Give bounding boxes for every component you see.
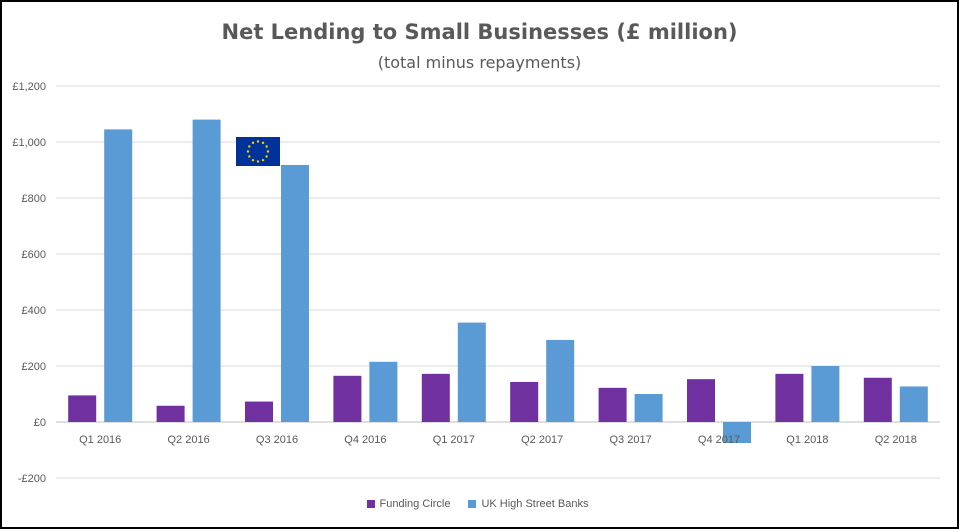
x-tick-label: Q2 2018	[875, 434, 917, 446]
flag-star	[248, 145, 251, 148]
chart-subtitle: (total minus repayments)	[377, 53, 582, 72]
bar-funding-circle	[156, 405, 185, 422]
gridlines	[56, 85, 940, 479]
y-axis-ticks: -£200 £0 £200 £400 £600 £800 £1,000 £1,200	[12, 81, 46, 485]
bar-uk-high-street-banks	[546, 339, 575, 422]
x-tick-label: Q1 2016	[79, 434, 121, 446]
chart-title: Net Lending to Small Businesses (£ milli…	[221, 20, 738, 44]
bar-funding-circle	[687, 379, 715, 422]
x-axis-ticks: Q1 2016 Q2 2016 Q3 2016 Q4 2016 Q1 2017 Q2 20…	[79, 434, 917, 446]
x-tick-label: Q1 2018	[786, 434, 828, 446]
bar-funding-circle	[863, 377, 892, 422]
x-tick-label: Q4 2016	[344, 434, 386, 446]
flag-star	[261, 141, 265, 145]
x-tick-label: Q2 2016	[167, 434, 209, 446]
x-tick-label: Q4 2017	[698, 434, 740, 446]
bar-funding-circle	[245, 401, 273, 422]
flag-star	[248, 155, 251, 158]
flag-star	[246, 150, 250, 153]
legend-item-funding-circle: Funding Circle	[366, 498, 451, 510]
bar-uk-high-street-banks	[811, 366, 840, 422]
bar-uk-high-street-banks	[369, 361, 398, 422]
bar-uk-high-street-banks	[281, 164, 309, 422]
annotations	[236, 137, 280, 166]
flag-star	[261, 158, 265, 162]
x-tick-label: Q2 2017	[521, 434, 563, 446]
bar-uk-high-street-banks	[192, 119, 221, 422]
bars	[68, 119, 928, 443]
y-tick-label: £600	[22, 249, 46, 261]
flag-star	[251, 158, 255, 162]
flag-star	[256, 160, 260, 163]
y-tick-label: £0	[34, 417, 46, 429]
flag-star	[265, 155, 268, 158]
bar-funding-circle	[333, 375, 362, 422]
flag-star	[266, 150, 270, 153]
flag-star	[256, 140, 260, 143]
x-tick-label: Q3 2016	[256, 434, 298, 446]
bar-funding-circle	[775, 373, 804, 422]
bar-uk-high-street-banks	[104, 129, 133, 422]
flag-star	[251, 141, 255, 145]
y-tick-label: £1,000	[12, 137, 46, 149]
y-tick-label: £400	[22, 305, 46, 317]
legend-label-funding-circle: Funding Circle	[379, 498, 451, 510]
bar-funding-circle	[421, 373, 450, 422]
legend-swatch-uk-high-street-banks	[468, 500, 477, 508]
bar-uk-high-street-banks	[634, 394, 663, 422]
y-tick-label: £800	[22, 193, 46, 205]
legend-swatch-funding-circle	[366, 500, 375, 508]
x-tick-label: Q3 2017	[609, 434, 651, 446]
eu-flag-icon	[236, 137, 280, 166]
y-tick-label: £1,200	[12, 81, 46, 93]
bar-uk-high-street-banks	[899, 386, 928, 422]
bar-funding-circle	[510, 381, 539, 422]
flag-star	[265, 145, 268, 148]
legend: Funding Circle UK High Street Banks	[0, 498, 955, 510]
bar-funding-circle	[598, 387, 627, 422]
y-tick-label: £200	[22, 361, 46, 373]
bar-uk-high-street-banks	[457, 322, 486, 422]
legend-item-uk-high-street-banks: UK High Street Banks	[468, 498, 588, 510]
legend-label-uk-high-street-banks: UK High Street Banks	[481, 498, 589, 510]
x-tick-label: Q1 2017	[433, 434, 475, 446]
bar-uk-high-street-banks	[723, 422, 751, 443]
y-tick-label: -£200	[18, 473, 46, 485]
bar-funding-circle	[68, 395, 97, 422]
